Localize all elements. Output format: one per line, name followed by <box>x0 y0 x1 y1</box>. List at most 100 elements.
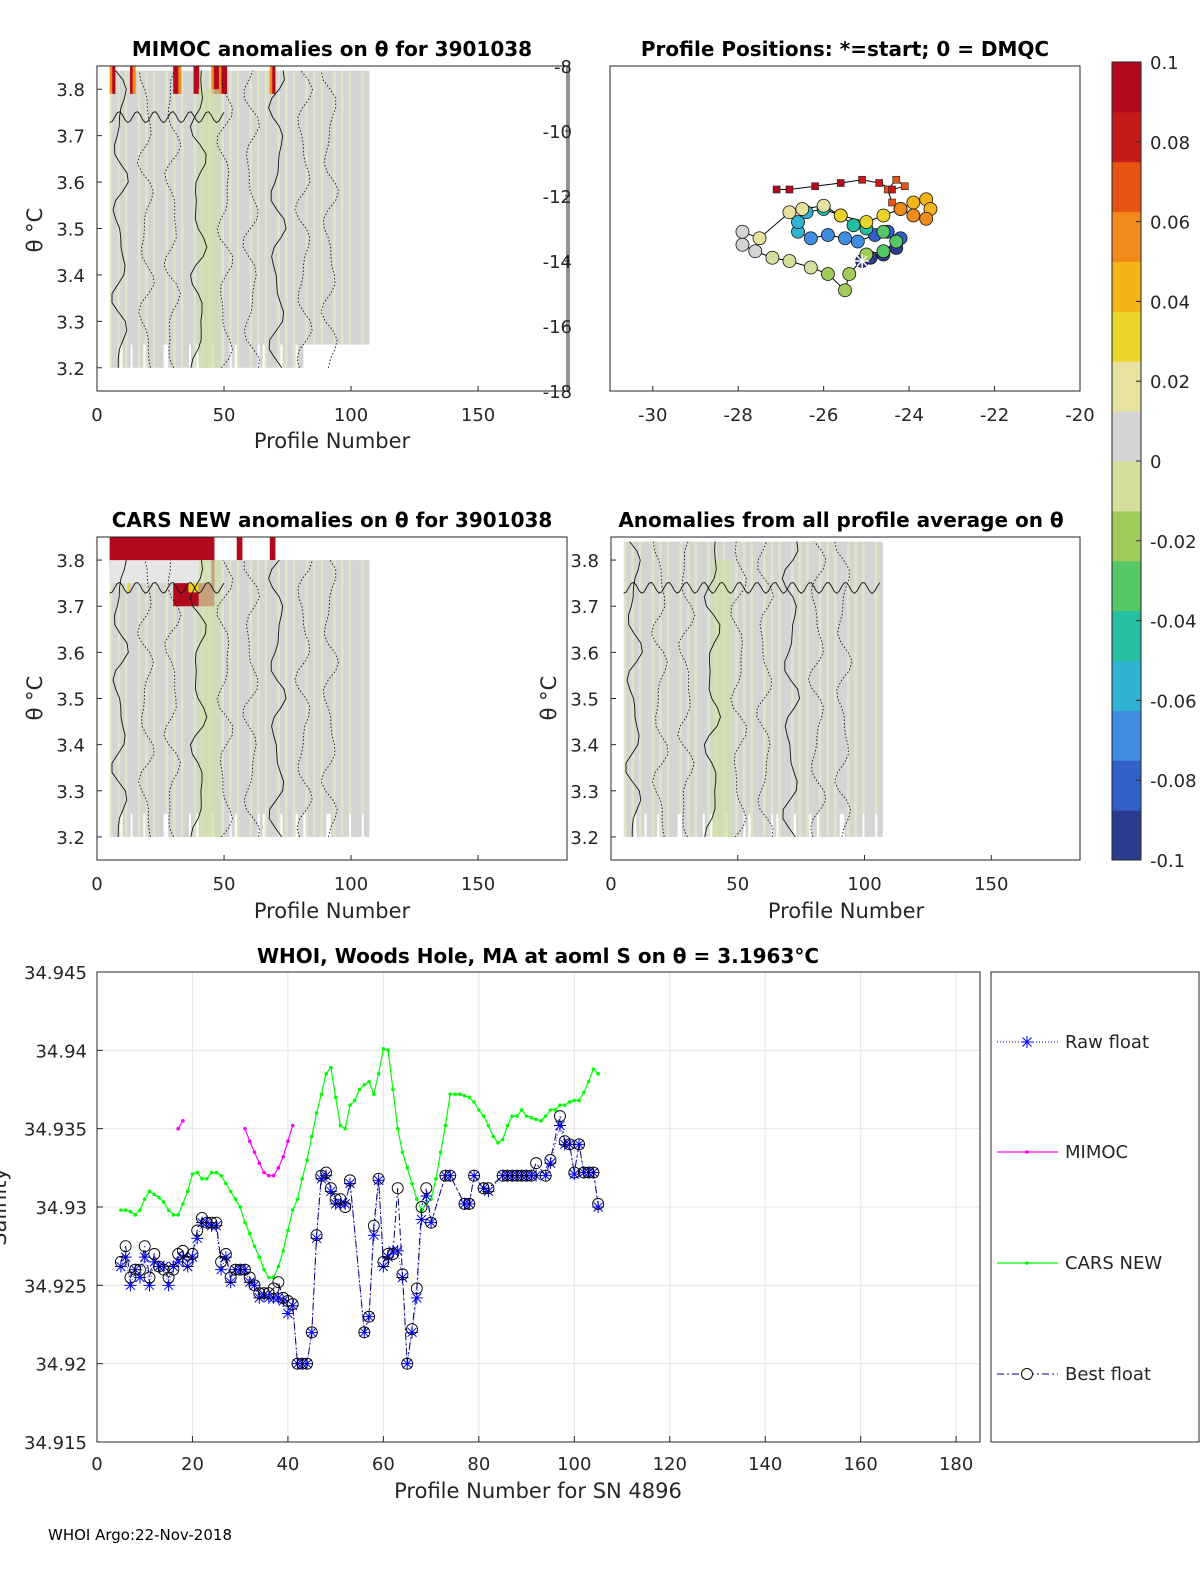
heatmap-column <box>302 560 306 814</box>
heatmap-column <box>366 560 370 837</box>
anomaly-cell <box>112 66 116 94</box>
heatmap-column <box>163 560 167 814</box>
colorbar-cell <box>1112 810 1141 861</box>
raw-point <box>138 1251 151 1264</box>
cars-point <box>386 1048 390 1053</box>
cars-point <box>123 1208 128 1212</box>
x-tick-label: 100 <box>334 405 368 426</box>
heatmap-column <box>292 560 296 837</box>
raw-point <box>258 1288 271 1301</box>
heatmap-column <box>323 70 327 345</box>
best-point <box>401 1357 414 1370</box>
heatmap-column <box>684 541 688 837</box>
heatmap-column <box>246 70 251 368</box>
raw-point <box>162 1279 175 1292</box>
heatmap-column <box>264 70 268 368</box>
heatmap-column <box>127 560 131 837</box>
cars-point <box>286 1228 290 1233</box>
heatmap-column <box>877 541 881 837</box>
position-square <box>858 175 866 184</box>
contour-line <box>111 70 129 368</box>
colorbar-cell <box>1112 510 1141 562</box>
heatmap-column <box>178 560 182 837</box>
heatmap-column <box>287 70 291 368</box>
mimoc-y-label: θ °C <box>23 208 47 253</box>
heatmap-column <box>117 560 121 837</box>
cars-heatmap-panel: 0 50 100 150 3.2 3.3 3.4 3.5 3.6 3.7 3.8 CARS NEW… <box>23 508 568 923</box>
heatmap-column <box>170 560 174 837</box>
heatmap-column <box>231 560 235 837</box>
heatmap-column <box>152 70 157 368</box>
x-tick-label: 100 <box>557 1454 591 1475</box>
heatmap-column <box>279 560 284 814</box>
cars-point <box>357 1087 362 1092</box>
heatmap-column <box>351 70 355 345</box>
y-tick-label: 3.8 <box>56 551 85 572</box>
heatmap-column <box>109 560 113 837</box>
raw-point <box>219 1251 232 1264</box>
heatmap-column <box>358 70 362 345</box>
position-circle <box>906 208 921 223</box>
positions-title: Profile Positions: *=start; 0 = DMQC <box>641 37 1049 61</box>
heatmap-column <box>333 70 337 345</box>
y-tick-label: -14 <box>543 252 572 273</box>
heatmap-column <box>300 70 304 368</box>
heatmap-column <box>790 541 795 837</box>
anomaly-cell <box>213 66 218 94</box>
heatmap-column <box>290 70 294 368</box>
heatmap-column <box>692 541 696 837</box>
y-tick-label: 3.3 <box>570 782 599 803</box>
contour-line <box>268 559 287 838</box>
contour-line <box>268 70 287 369</box>
x-tick-label: 150 <box>974 874 1008 895</box>
position-circle <box>838 283 852 298</box>
average-x-label: Profile Number <box>768 899 925 923</box>
heatmap-column <box>834 541 838 837</box>
raw-point <box>143 1279 156 1292</box>
cars-point <box>548 1108 553 1112</box>
heatmap-column <box>343 70 347 345</box>
cars-point <box>252 1244 257 1248</box>
legend-item: CARS NEW <box>997 1253 1162 1274</box>
salinity-series <box>114 1046 605 1370</box>
heatmap-column <box>249 560 253 837</box>
raw-point <box>277 1295 290 1307</box>
heatmap-column <box>633 541 637 814</box>
best-point <box>396 1268 409 1281</box>
heatmap-column <box>262 560 266 814</box>
best-point <box>458 1197 471 1210</box>
anomaly-cell <box>216 66 220 94</box>
heatmap-column <box>292 70 296 368</box>
heatmap-column <box>664 541 668 837</box>
best-point <box>587 1166 600 1179</box>
cars-point <box>481 1114 486 1118</box>
heatmap-column <box>740 541 744 837</box>
best-point <box>372 1172 385 1185</box>
heatmap-column <box>654 541 658 837</box>
legend-item: Raw float <box>997 1032 1149 1053</box>
cars-point <box>181 1202 185 1206</box>
colorbar-cell <box>1112 111 1141 163</box>
heatmap-column <box>780 541 784 837</box>
y-tick-label: 34.915 <box>24 1433 87 1454</box>
best-point <box>148 1248 161 1260</box>
colorbar-cell <box>1112 361 1141 412</box>
best-point <box>515 1169 528 1182</box>
mimoc-point <box>243 1126 247 1131</box>
salinity-panel: 0 20 40 60 80 100 120 140 160 180 34.91534.9234.9… <box>0 944 1200 1503</box>
cars-point <box>524 1114 529 1118</box>
best-point <box>296 1357 309 1370</box>
heatmap-column <box>226 560 230 837</box>
heatmap-column <box>295 560 299 814</box>
heatmap-column <box>279 70 284 345</box>
cars-point <box>243 1220 247 1225</box>
cars-point <box>486 1123 491 1128</box>
raw-point <box>377 1260 390 1273</box>
heatmap-column <box>135 70 139 368</box>
cars-point <box>324 1072 328 1076</box>
best-point <box>420 1182 433 1195</box>
raw-point <box>215 1263 228 1276</box>
contour-line <box>730 541 747 838</box>
y-tick-label: 3.6 <box>56 173 85 194</box>
mimoc-point <box>247 1139 252 1143</box>
